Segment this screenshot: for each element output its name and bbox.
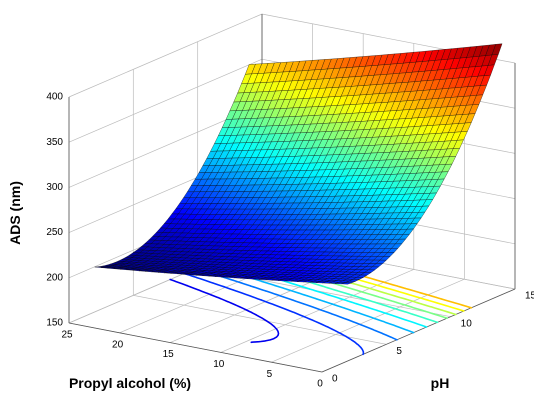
y-axis-title: pH: [431, 375, 450, 391]
z-tick-label: 350: [46, 137, 63, 148]
gridline-ph: [132, 69, 387, 345]
y-tick-label: 5: [396, 346, 402, 357]
x-tick-label: 0: [317, 379, 323, 390]
z-tick-label: 200: [46, 272, 63, 283]
surface-cell: [341, 282, 352, 285]
axis-box-edge: [68, 322, 323, 373]
z-tick-label: 150: [46, 318, 63, 329]
z-tick-label: 400: [46, 92, 63, 103]
contour-line: [169, 278, 280, 344]
x-tick-label: 25: [61, 330, 73, 341]
z-tick-label: 300: [46, 182, 63, 193]
surface-layer: [94, 43, 503, 285]
x-tick-label: 5: [267, 369, 273, 380]
y-tick-label: 15: [525, 291, 534, 302]
x-axis-title: Propyl alcohol (%): [69, 375, 191, 391]
y-tick-label: 10: [461, 318, 473, 329]
contour-line: [183, 272, 365, 356]
x-tick-label: 15: [163, 349, 175, 360]
z-tick-label: 250: [46, 227, 63, 238]
axis-box-edge: [321, 288, 516, 373]
x-tick-label: 20: [112, 339, 124, 350]
z-axis-title: ADS (nm): [7, 181, 23, 245]
y-tick-label: 0: [332, 374, 338, 385]
x-tick-label: 10: [213, 359, 225, 370]
